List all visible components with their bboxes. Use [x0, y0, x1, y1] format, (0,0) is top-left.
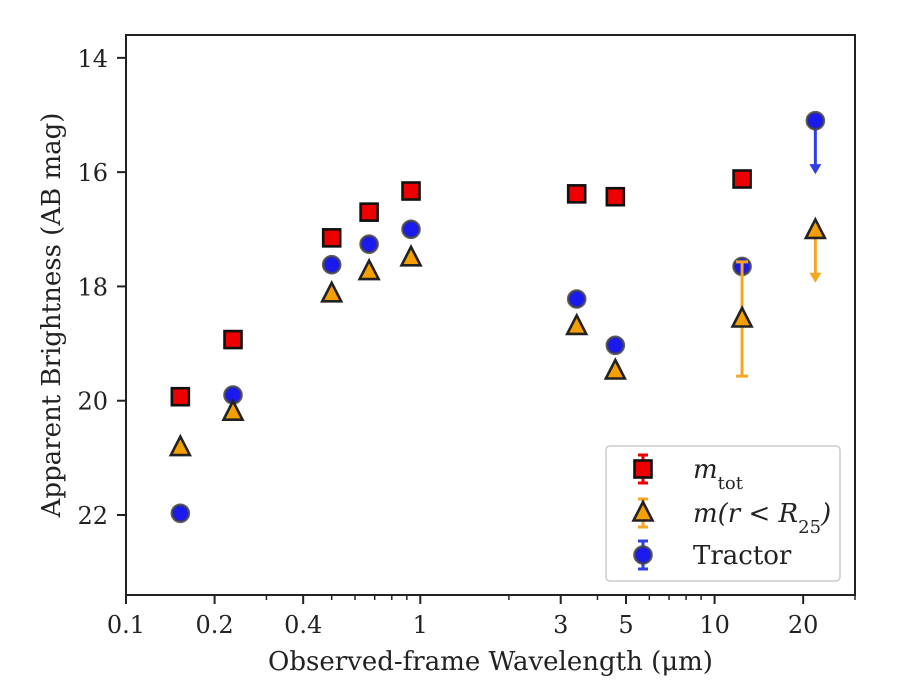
- point-tractor: [566, 289, 587, 309]
- point-mr25: [603, 357, 627, 380]
- point-mr25: [565, 312, 589, 336]
- legend-label-mtot: mtot: [693, 455, 744, 494]
- x-tick-label: 0.4: [284, 611, 322, 639]
- point-mr25: [320, 280, 344, 303]
- x-tick-label: 1: [413, 611, 428, 639]
- point-mtot: [321, 228, 342, 248]
- point-tractor: [401, 219, 421, 240]
- legend-label-main: m: [693, 455, 718, 485]
- data-marks: [168, 110, 827, 524]
- y-axis-label: Apparent Brightness (AB mag): [37, 113, 67, 519]
- y-tick-label: 14: [77, 45, 108, 73]
- series-tractor: [170, 110, 826, 524]
- axis-ticks: 0.1 0.2 0.4 1 3 5 10 20 14 16 18 20 22: [77, 45, 856, 639]
- legend-marker-tractor: [633, 545, 653, 565]
- y-tick-label: 22: [77, 502, 108, 530]
- legend-label-tractor: Tractor: [693, 541, 792, 571]
- point-mr25: [221, 398, 245, 421]
- plot-frame: [125, 34, 856, 596]
- x-axis-label: Observed-frame Wavelength (μm): [268, 647, 713, 677]
- x-tick-label: 0.2: [196, 611, 234, 639]
- x-tick-label: 20: [788, 611, 819, 639]
- legend-label-main: m(r < R: [693, 499, 798, 529]
- point-mtot: [732, 169, 752, 189]
- point-tractor: [605, 335, 626, 356]
- point-tractor: [170, 503, 191, 524]
- x-tick-label: 3: [553, 611, 568, 639]
- legend-label-tail: ): [820, 499, 831, 529]
- upper-limit-arrow: [809, 272, 822, 283]
- legend-label-mr25: m(r < R25): [693, 499, 831, 538]
- legend-box: [605, 445, 841, 582]
- x-tick-label: 10: [699, 611, 730, 639]
- x-tick-label: 0.1: [107, 611, 145, 639]
- x-tick-label: 5: [618, 611, 633, 639]
- point-mtot: [401, 181, 421, 201]
- point-tractor: [359, 234, 379, 254]
- point-mr25: [730, 305, 754, 328]
- upper-limit-arrow: [809, 164, 822, 175]
- point-mtot: [566, 184, 587, 204]
- legend-label-subscript: tot: [718, 473, 744, 494]
- point-mr25: [803, 216, 827, 240]
- legend-item-mr25: m(r < R25): [631, 497, 831, 538]
- point-mr25: [399, 244, 423, 267]
- legend-label-main: Tractor: [693, 541, 792, 571]
- series-mtot: [170, 169, 752, 407]
- point-mtot: [605, 186, 626, 207]
- legend-label-subscript: 25: [798, 517, 821, 538]
- legend-item-mtot: mtot: [633, 453, 744, 494]
- legend-item-tractor: Tractor: [633, 539, 792, 571]
- point-mr25: [168, 433, 192, 457]
- point-mtot: [359, 202, 379, 222]
- point-tractor: [321, 254, 342, 275]
- legend-marker-mtot: [633, 459, 653, 479]
- point-tractor: [805, 110, 826, 131]
- point-mtot: [223, 329, 243, 350]
- series-mr25: [168, 216, 827, 457]
- point-mtot: [170, 386, 191, 407]
- legend-marker-mr25: [631, 499, 655, 522]
- y-tick-label: 18: [77, 273, 108, 301]
- point-mr25: [357, 257, 381, 281]
- y-tick-label: 16: [77, 159, 108, 187]
- y-tick-label: 20: [77, 388, 108, 416]
